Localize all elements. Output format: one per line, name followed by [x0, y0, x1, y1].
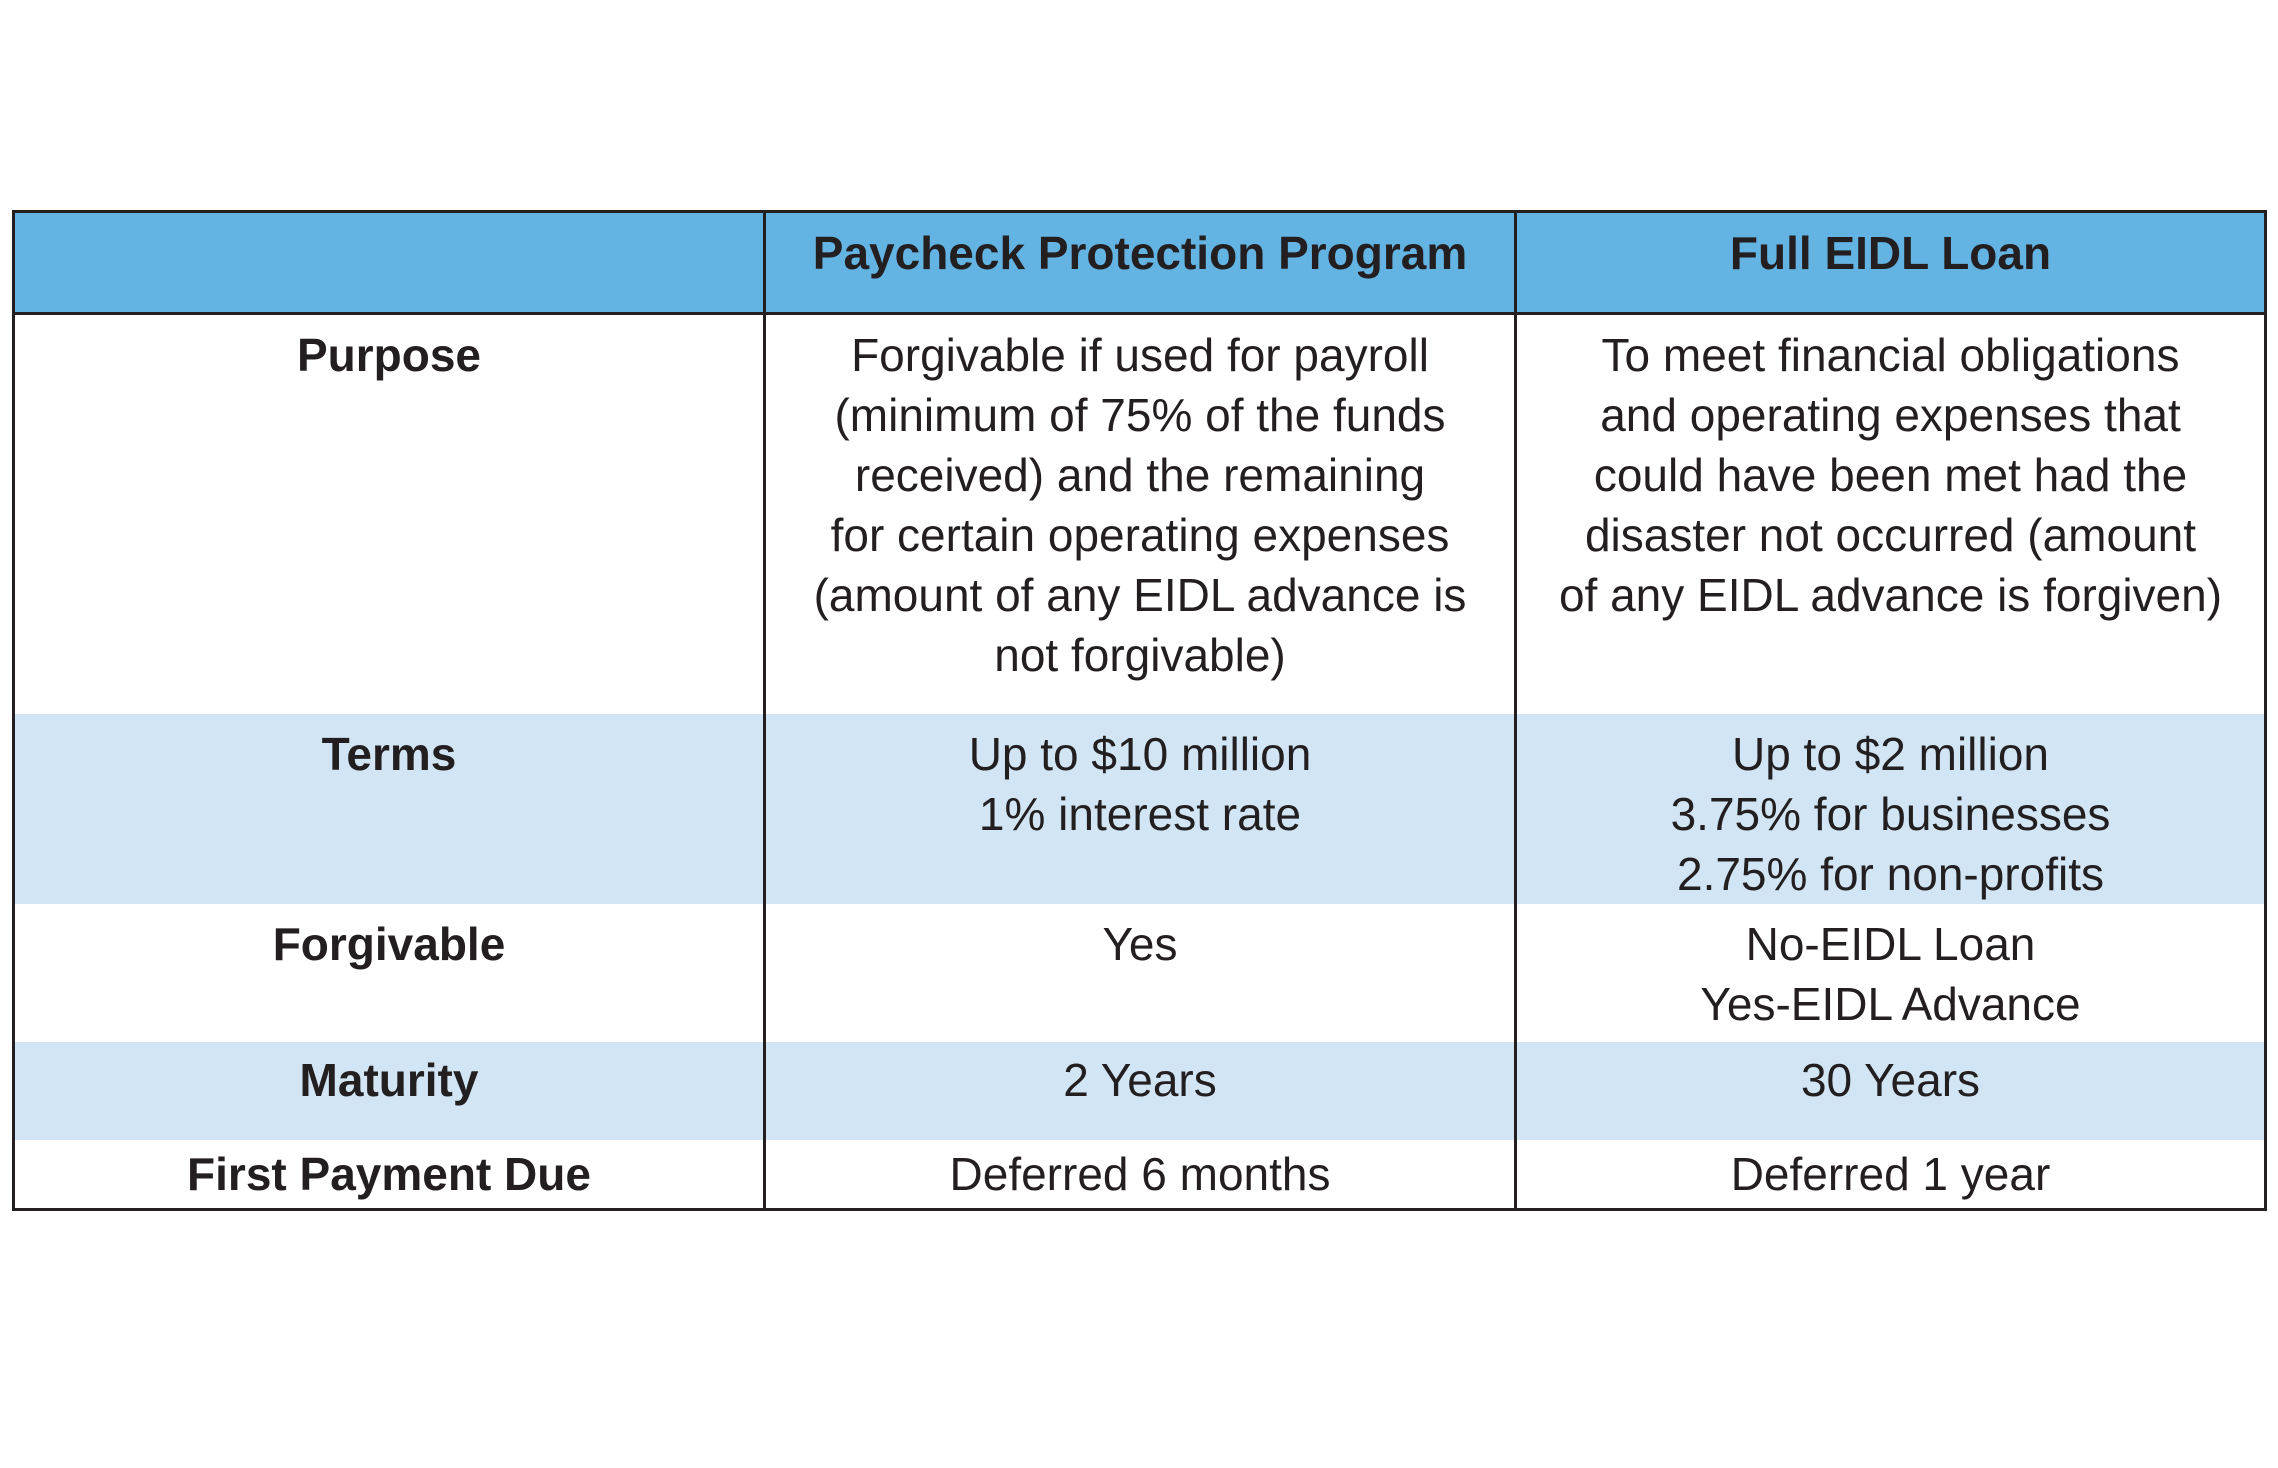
ppp-terms-line: 1% interest rate	[978, 787, 1302, 840]
eidl-purpose-line: and operating expenses that	[1600, 389, 2181, 441]
eidl-forgivable-cell: No-EIDL Loan Yes-EIDL Advance	[1514, 903, 2267, 1042]
eidl-terms-cell: Up to $2 million 3.75% for businesses 2.…	[1514, 713, 2267, 904]
eidl-first-payment-cell: Deferred 1 year	[1514, 1139, 2267, 1210]
row-label-maturity: Maturity	[12, 1041, 766, 1140]
eidl-first-payment-line: Deferred 1 year	[1730, 1147, 2051, 1200]
ppp-terms-cell: Up to $10 million 1% interest rate	[763, 713, 1517, 904]
ppp-purpose-line: not forgivable)	[994, 629, 1286, 681]
header-cell-ppp: Paycheck Protection Program	[763, 211, 1517, 315]
ppp-purpose-cell: Forgivable if used for payroll (minimum …	[763, 313, 1517, 714]
eidl-purpose-line: disaster not occurred (amount	[1584, 509, 2197, 561]
eidl-purpose-line: To meet financial obligations	[1601, 329, 2180, 381]
row-label-purpose: Purpose	[12, 313, 766, 714]
ppp-maturity-line: 2 Years	[1063, 1053, 1217, 1106]
eidl-purpose-line: could have been met had the	[1593, 449, 2188, 501]
eidl-purpose-line: of any EIDL advance is forgiven)	[1558, 569, 2223, 621]
ppp-forgivable-cell: Yes	[763, 903, 1517, 1042]
ppp-maturity-cell: 2 Years	[763, 1041, 1517, 1140]
table-row-terms: Terms Up to $10 million 1% interest rate…	[12, 713, 2267, 904]
eidl-purpose-cell: To meet financial obligations and operat…	[1514, 313, 2267, 714]
table-row-first-payment-due: First Payment Due Deferred 6 months Defe…	[12, 1139, 2267, 1210]
eidl-forgivable-line: No-EIDL Loan	[1745, 917, 2036, 970]
header-cell-eidl: Full EIDL Loan	[1514, 211, 2267, 315]
table-row-maturity: Maturity 2 Years 30 Years	[12, 1041, 2267, 1140]
table-row-purpose: Purpose Forgivable if used for payroll (…	[12, 313, 2267, 714]
ppp-purpose-line: (minimum of 75% of the funds	[834, 389, 1446, 441]
ppp-purpose-line: Forgivable if used for payroll	[851, 329, 1429, 381]
table-header-row: Paycheck Protection Program Full EIDL Lo…	[12, 211, 2267, 315]
eidl-maturity-line: 30 Years	[1800, 1053, 1981, 1106]
eidl-terms-line: Up to $2 million	[1731, 727, 2050, 780]
eidl-terms-line: 2.75% for non-profits	[1676, 847, 2104, 900]
row-label-forgivable: Forgivable	[12, 903, 766, 1042]
eidl-terms-line: 3.75% for businesses	[1670, 787, 2111, 840]
ppp-purpose-line: for certain operating expenses	[830, 509, 1450, 561]
ppp-first-payment-line: Deferred 6 months	[949, 1147, 1331, 1200]
eidl-maturity-cell: 30 Years	[1514, 1041, 2267, 1140]
comparison-table: Paycheck Protection Program Full EIDL Lo…	[12, 210, 2267, 1211]
header-cell-empty	[12, 211, 766, 315]
ppp-first-payment-cell: Deferred 6 months	[763, 1139, 1517, 1210]
ppp-purpose-line: received) and the remaining	[854, 449, 1426, 501]
eidl-forgivable-line: Yes-EIDL Advance	[1700, 977, 2081, 1030]
ppp-purpose-line: (amount of any EIDL advance is	[813, 569, 1467, 621]
row-label-terms: Terms	[12, 713, 766, 904]
ppp-terms-line: Up to $10 million	[968, 727, 1312, 780]
row-label-first-payment-due: First Payment Due	[12, 1139, 766, 1210]
table-row-forgivable: Forgivable Yes No-EIDL Loan Yes-EIDL Adv…	[12, 903, 2267, 1042]
ppp-forgivable-line: Yes	[1102, 917, 1178, 970]
